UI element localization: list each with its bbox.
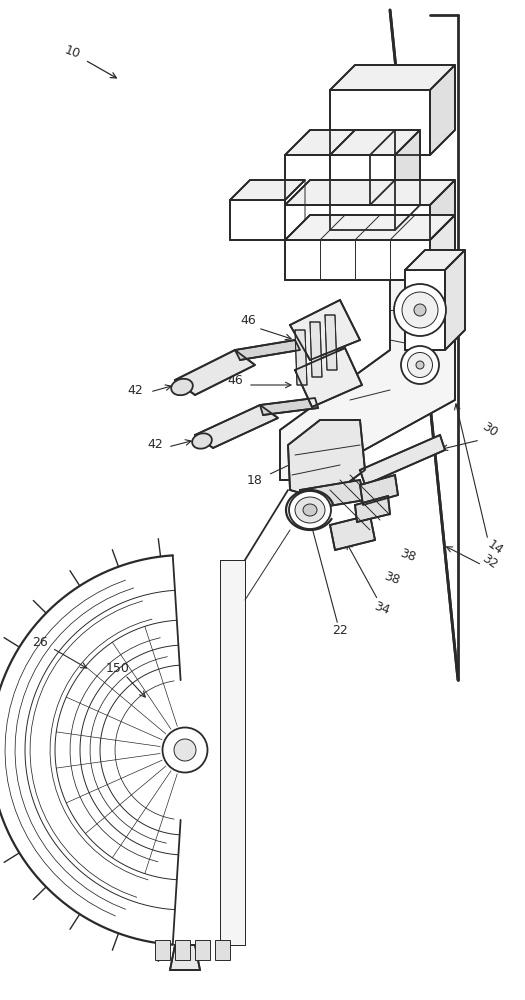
Ellipse shape (163, 728, 207, 772)
Ellipse shape (289, 491, 331, 529)
Polygon shape (395, 130, 420, 230)
Polygon shape (235, 340, 300, 360)
Polygon shape (285, 130, 395, 155)
Ellipse shape (303, 504, 317, 516)
Polygon shape (285, 205, 430, 240)
Polygon shape (330, 65, 455, 90)
Ellipse shape (407, 353, 433, 377)
Text: 150: 150 (106, 662, 130, 674)
Polygon shape (290, 300, 360, 360)
Text: 38: 38 (398, 546, 418, 564)
Polygon shape (430, 65, 455, 155)
Text: 10: 10 (62, 43, 82, 61)
Ellipse shape (192, 433, 212, 449)
Polygon shape (220, 560, 245, 945)
Polygon shape (370, 130, 395, 205)
Text: 30: 30 (480, 420, 500, 440)
Text: 14: 14 (485, 538, 505, 558)
Text: 32: 32 (480, 552, 500, 572)
Polygon shape (280, 280, 455, 480)
Ellipse shape (414, 304, 426, 316)
Polygon shape (330, 155, 395, 230)
Polygon shape (430, 215, 455, 280)
Polygon shape (285, 180, 455, 205)
Text: 38: 38 (382, 569, 402, 587)
Ellipse shape (402, 292, 438, 328)
Polygon shape (295, 330, 307, 385)
Polygon shape (360, 475, 398, 505)
Polygon shape (355, 496, 390, 522)
Polygon shape (230, 180, 305, 200)
Polygon shape (195, 405, 278, 448)
Polygon shape (360, 435, 445, 485)
Text: 42: 42 (127, 383, 143, 396)
Text: 42: 42 (147, 438, 163, 452)
Polygon shape (430, 180, 455, 240)
Polygon shape (330, 130, 420, 155)
Text: 18: 18 (247, 474, 263, 487)
Polygon shape (195, 940, 210, 960)
Polygon shape (330, 90, 430, 155)
Polygon shape (330, 515, 375, 550)
Polygon shape (285, 215, 455, 240)
Polygon shape (155, 940, 170, 960)
Polygon shape (215, 940, 230, 960)
Polygon shape (405, 270, 445, 350)
Polygon shape (230, 200, 285, 240)
Polygon shape (325, 315, 337, 370)
Polygon shape (288, 420, 365, 500)
Text: 22: 22 (332, 624, 348, 637)
Polygon shape (445, 250, 465, 350)
Text: 26: 26 (32, 636, 48, 648)
Polygon shape (300, 480, 365, 510)
Polygon shape (310, 322, 322, 377)
Polygon shape (285, 155, 370, 205)
Polygon shape (405, 250, 465, 270)
Polygon shape (260, 398, 318, 415)
Polygon shape (175, 350, 255, 395)
Text: 34: 34 (372, 599, 392, 617)
Text: 46: 46 (240, 314, 256, 326)
Polygon shape (170, 945, 200, 970)
Text: 46: 46 (227, 373, 243, 386)
Polygon shape (295, 348, 362, 407)
Ellipse shape (174, 739, 196, 761)
Ellipse shape (171, 379, 193, 395)
Polygon shape (285, 240, 430, 280)
Ellipse shape (401, 346, 439, 384)
Ellipse shape (295, 497, 325, 523)
Polygon shape (175, 940, 190, 960)
Ellipse shape (416, 361, 424, 369)
Ellipse shape (394, 284, 446, 336)
